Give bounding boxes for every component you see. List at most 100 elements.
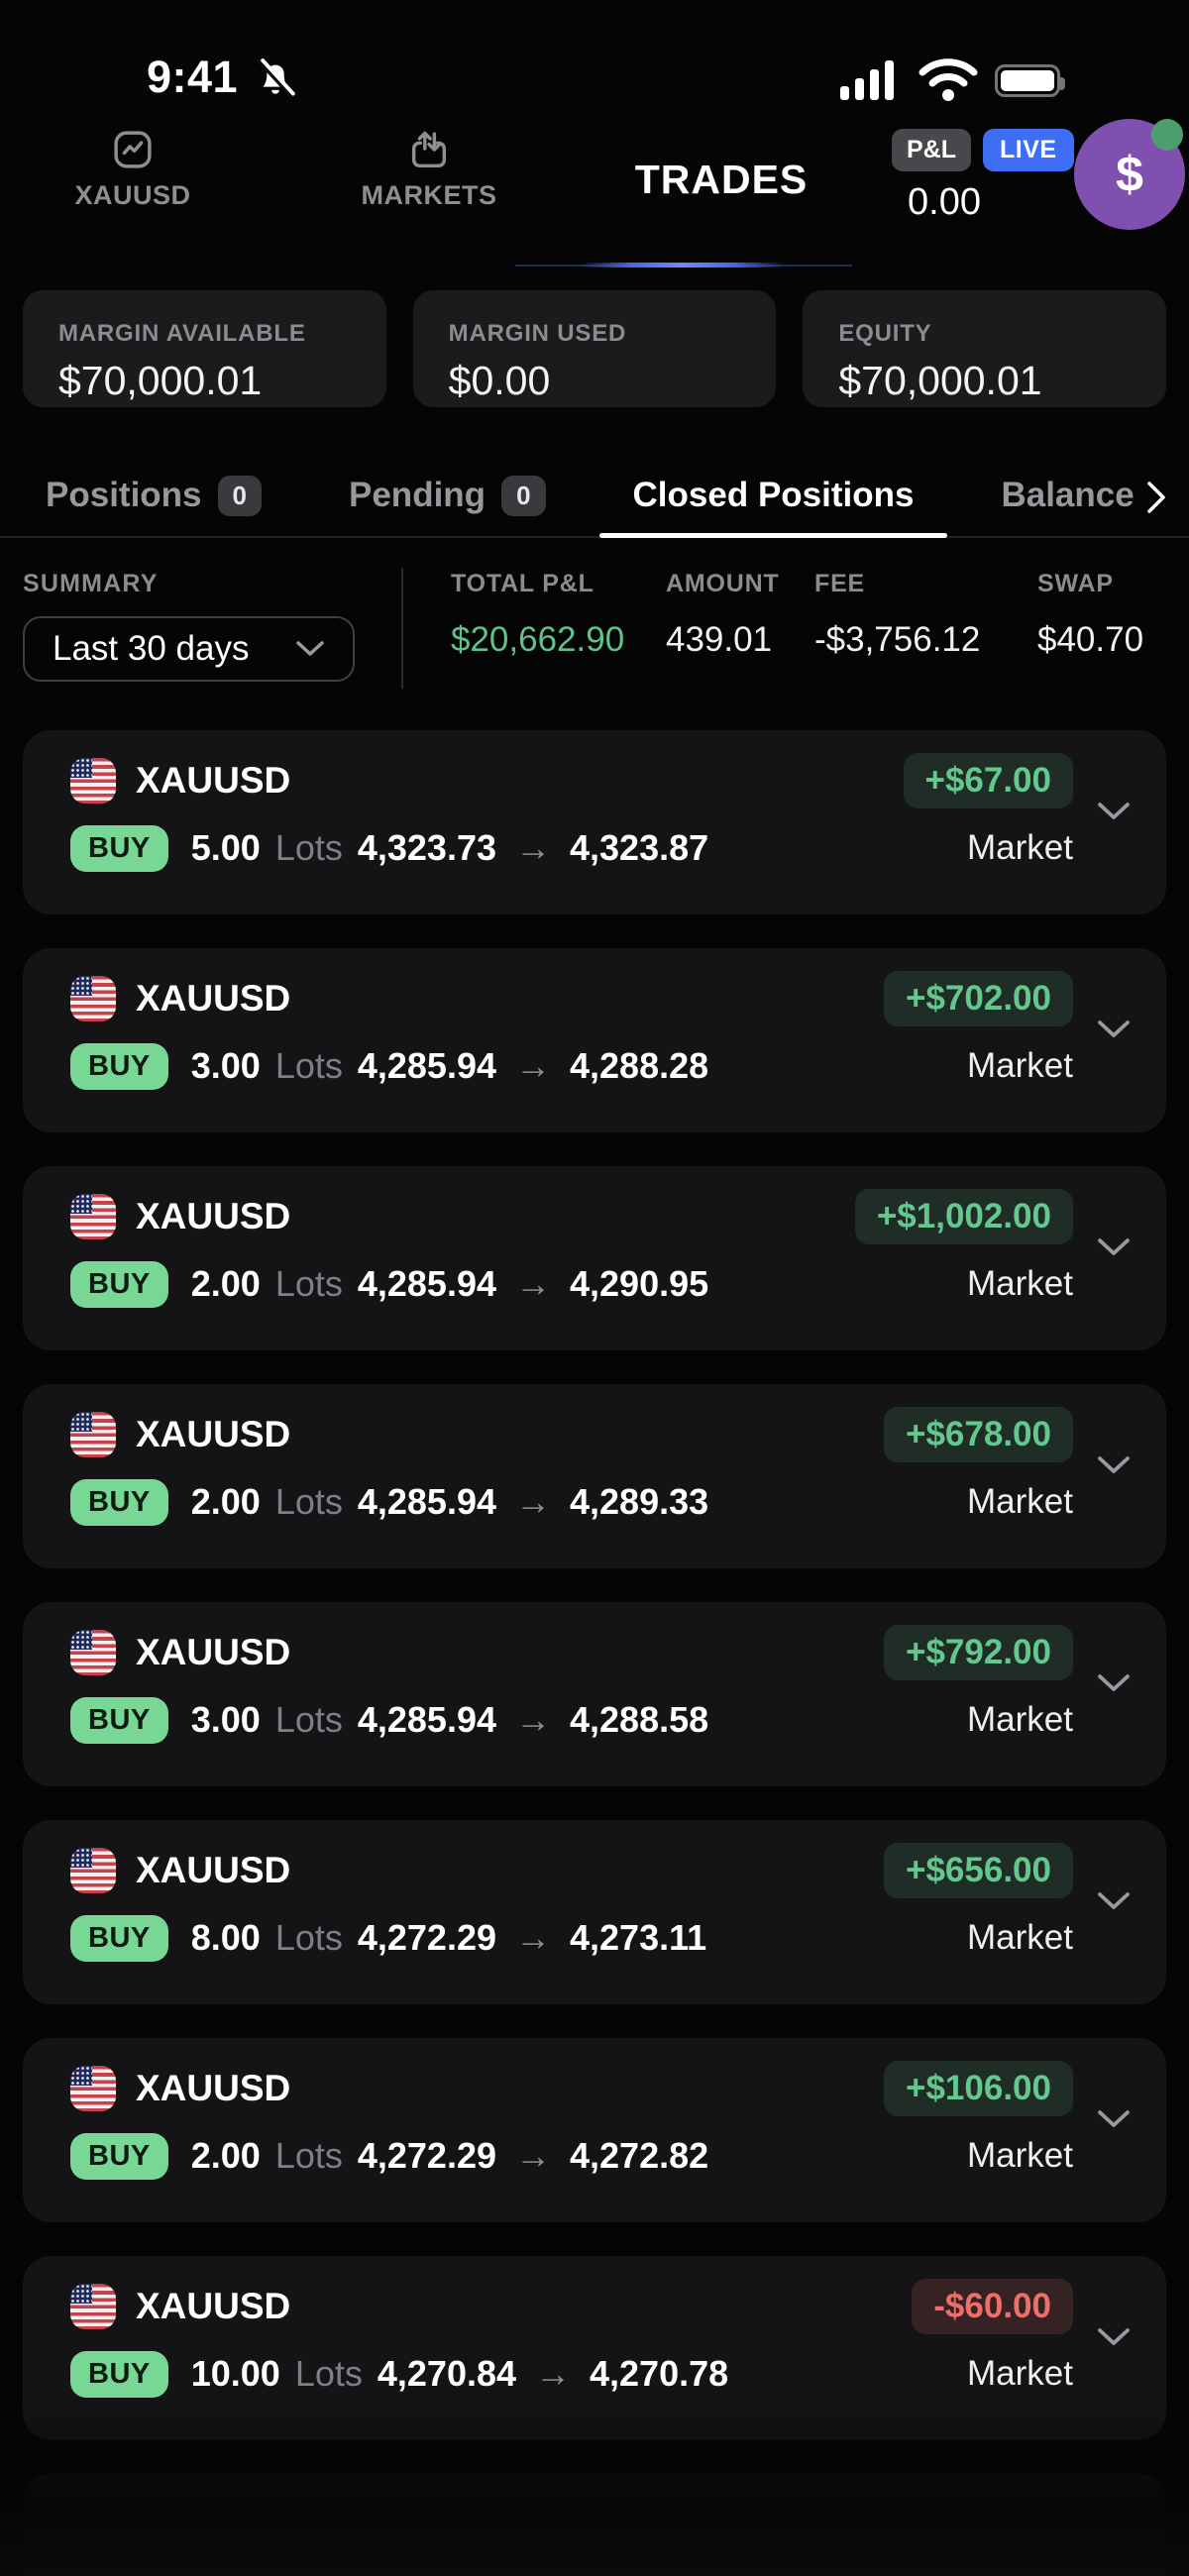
account-avatar[interactable]: $ — [1074, 119, 1185, 230]
summary-stat: FEE -$3,756.12 — [814, 570, 1037, 689]
us-flag-icon — [70, 976, 116, 1021]
position-symbol: XAUUSD — [136, 1850, 291, 1890]
closed-position-card[interactable]: XAUUSD +$67.00 BUY 5.00 Lots 4,323.73 → … — [23, 730, 1166, 914]
position-pnl-badge: +$67.00 — [903, 753, 1073, 808]
closed-position-card[interactable]: XAUUSD +$678.00 BUY 2.00 Lots 4,285.94 →… — [23, 1384, 1166, 1568]
position-pnl-badge: -$60.00 — [912, 2279, 1073, 2334]
closed-position-card[interactable]: XAUUSD +$106.00 BUY 2.00 Lots 4,272.29 →… — [23, 2038, 1166, 2222]
tab-label: Balance — [1001, 476, 1135, 514]
position-symbol: XAUUSD — [136, 2068, 291, 2108]
tab-item[interactable]: Positions 0 — [2, 455, 305, 536]
avatar-dollar-symbol: $ — [1116, 147, 1143, 202]
trades-title: TRADES — [634, 157, 809, 202]
signal-strength-icon — [838, 58, 902, 102]
nav-item-symbol[interactable]: XAUUSD — [54, 127, 212, 211]
metric-label: MARGIN AVAILABLE — [58, 320, 306, 347]
battery-icon — [995, 63, 1065, 97]
position-symbol-row: XAUUSD — [70, 1630, 884, 1675]
buy-side-badge: BUY — [70, 2350, 168, 2398]
period-selected-value: Last 30 days — [53, 629, 250, 668]
us-flag-icon — [70, 2066, 116, 2111]
stat-label: AMOUNT — [666, 570, 780, 597]
position-symbol-row: XAUUSD — [70, 1194, 855, 1239]
account-metrics: MARGIN AVAILABLE $70,000.01 MARGIN USED … — [0, 290, 1189, 407]
order-type: Market — [967, 828, 1073, 867]
account-pnl-block[interactable]: P&L LIVE 0.00 — [892, 129, 1074, 224]
tab-item[interactable]: Balance — [957, 455, 1177, 536]
us-flag-icon — [70, 758, 116, 804]
pnl-badge: P&L — [892, 129, 971, 171]
order-type: Market — [967, 1482, 1073, 1521]
closed-position-card[interactable]: XAUUSD +$702.00 BUY 3.00 Lots 4,285.94 →… — [23, 948, 1166, 1132]
buy-side-badge: BUY — [70, 1696, 168, 1744]
position-lots: 3.00 — [190, 1699, 261, 1740]
position-lots: 5.00 — [190, 827, 261, 868]
tab-label: Pending — [349, 476, 486, 514]
nav-item-trades-active[interactable]: TRADES — [635, 157, 809, 203]
expand-chevron-down-icon[interactable] — [1097, 2109, 1131, 2129]
summary-stat: TOTAL P&L $20,662.90 — [451, 570, 666, 689]
position-symbol-row: XAUUSD — [70, 1848, 884, 1893]
closed-positions-list: XAUUSD +$67.00 BUY 5.00 Lots 4,323.73 → … — [0, 730, 1189, 2440]
trades-active-underline — [581, 263, 785, 268]
position-detail-row: BUY 2.00 Lots 4,272.29 → 4,272.82 — [70, 2132, 884, 2180]
us-flag-icon — [70, 1848, 116, 1893]
wifi-icon — [919, 58, 978, 102]
expand-chevron-down-icon[interactable] — [1097, 2327, 1131, 2347]
chevron-down-icon — [295, 640, 325, 658]
summary-section: SUMMARY Last 30 days TOTAL P&L $20,662.9… — [0, 566, 1189, 689]
stat-label: TOTAL P&L — [451, 570, 594, 597]
lots-label: Lots — [294, 2353, 363, 2394]
tab-list: Positions 0 Pending 0 Closed Positions — [0, 455, 1189, 538]
expand-chevron-down-icon[interactable] — [1097, 1020, 1131, 1039]
position-lots: 8.00 — [190, 1917, 261, 1958]
tab-count-badge: 0 — [501, 475, 546, 516]
nav-markets-label: MARKETS — [361, 180, 497, 210]
arrow-right-icon: → — [515, 1045, 551, 1086]
close-price: 4,289.33 — [570, 1481, 709, 1522]
open-price: 4,285.94 — [357, 1699, 496, 1740]
position-pnl-badge: +$678.00 — [884, 1407, 1073, 1462]
lots-label: Lots — [274, 1045, 343, 1086]
period-dropdown[interactable]: Last 30 days — [23, 616, 355, 682]
position-lots: 2.00 — [190, 1263, 261, 1304]
transfer-arrows-icon — [406, 127, 452, 172]
closed-position-card[interactable]: XAUUSD -$60.00 BUY 10.00 Lots 4,270.84 →… — [23, 2256, 1166, 2440]
closed-position-card[interactable]: XAUUSD +$792.00 BUY 3.00 Lots 4,285.94 →… — [23, 1602, 1166, 1786]
expand-chevron-down-icon[interactable] — [1097, 1673, 1131, 1693]
position-pnl-badge: +$1,002.00 — [854, 1189, 1073, 1244]
arrow-right-icon: → — [515, 1917, 551, 1958]
closed-position-card[interactable]: XAUUSD +$1,002.00 BUY 2.00 Lots 4,285.94… — [23, 1166, 1166, 1350]
notifications-muted-icon — [253, 55, 298, 101]
position-symbol-row: XAUUSD — [70, 2066, 884, 2111]
account-metric-card: MARGIN AVAILABLE $70,000.01 — [23, 290, 386, 407]
chart-line-icon — [110, 127, 156, 172]
tab-item[interactable]: Pending 0 — [305, 455, 590, 536]
position-symbol: XAUUSD — [136, 1632, 291, 1672]
closed-position-card[interactable]: XAUUSD +$656.00 BUY 8.00 Lots 4,272.29 →… — [23, 1820, 1166, 2004]
us-flag-icon — [70, 1412, 116, 1457]
summary-filter: SUMMARY Last 30 days — [23, 566, 357, 689]
metric-value: $70,000.01 — [838, 358, 1042, 403]
arrow-right-icon: → — [515, 1481, 551, 1522]
tabs-overflow-chevron-right-icon[interactable] — [1145, 481, 1167, 514]
order-type: Market — [967, 1700, 1073, 1739]
summary-stat: SWAP $40.70 — [1037, 570, 1166, 689]
expand-chevron-down-icon[interactable] — [1097, 1237, 1131, 1257]
expand-chevron-down-icon[interactable] — [1097, 1891, 1131, 1911]
position-detail-row: BUY 8.00 Lots 4,272.29 → 4,273.11 — [70, 1914, 884, 1962]
open-price: 4,323.73 — [357, 827, 496, 868]
active-tab-underline — [598, 533, 948, 538]
stat-label: FEE — [814, 570, 866, 597]
position-pnl-badge: +$702.00 — [884, 971, 1073, 1026]
expand-chevron-down-icon[interactable] — [1097, 802, 1131, 821]
tab-label: Positions — [46, 476, 202, 514]
tab-item[interactable]: Closed Positions — [590, 455, 958, 538]
stat-value: -$3,756.12 — [814, 620, 981, 659]
expand-chevron-down-icon[interactable] — [1097, 1455, 1131, 1475]
position-lots: 2.00 — [190, 1481, 261, 1522]
position-lots: 2.00 — [190, 2135, 261, 2176]
position-symbol: XAUUSD — [136, 2286, 291, 2326]
partial-next-position-card — [23, 2474, 1166, 2576]
nav-item-markets[interactable]: MARKETS — [350, 127, 508, 211]
